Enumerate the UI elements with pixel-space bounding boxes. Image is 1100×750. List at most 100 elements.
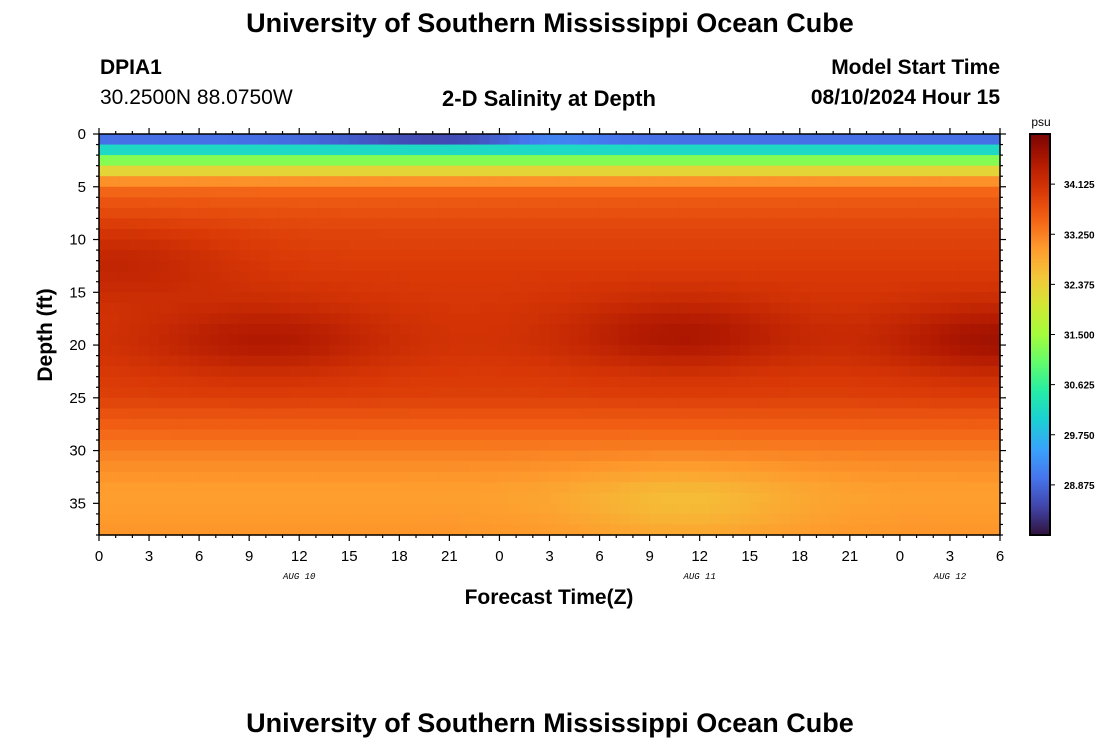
heatmap-cell	[509, 134, 521, 146]
heatmap-cell	[179, 313, 190, 325]
heatmap-cell	[149, 482, 160, 494]
heatmap-cell	[869, 482, 881, 494]
heatmap-cell	[379, 450, 390, 462]
heatmap-cell	[209, 292, 220, 304]
heatmap-cell	[779, 197, 791, 209]
heatmap-cell	[719, 313, 731, 325]
heatmap-cell	[809, 134, 821, 146]
heatmap-cell	[889, 292, 901, 304]
heatmap-cell	[539, 429, 551, 441]
heatmap-cell	[709, 376, 721, 388]
heatmap-cell	[869, 429, 881, 441]
heatmap-cell	[539, 197, 551, 209]
heatmap-cell	[359, 513, 370, 526]
heatmap-cell	[989, 450, 1001, 462]
heatmap-cell	[269, 524, 280, 536]
heatmap-cell	[329, 355, 340, 367]
heatmap-cell	[789, 355, 801, 367]
heatmap-cell	[679, 366, 691, 378]
heatmap-cell	[679, 323, 691, 336]
heatmap-cell	[869, 260, 881, 272]
heatmap-cell	[579, 397, 591, 409]
heatmap-cell	[579, 239, 591, 251]
heatmap-cell	[869, 513, 881, 526]
heatmap-cell	[339, 176, 350, 188]
heatmap-cell	[919, 408, 931, 420]
heatmap-cell	[279, 397, 290, 409]
heatmap-cell	[319, 239, 330, 251]
heatmap-cell	[279, 524, 290, 536]
heatmap-cell	[179, 345, 190, 357]
heatmap-cell	[449, 144, 460, 156]
heatmap-cell	[279, 450, 290, 462]
heatmap-cell	[199, 397, 210, 409]
heatmap-cell	[769, 197, 781, 209]
heatmap-cell	[749, 186, 761, 198]
heatmap-cell	[329, 218, 340, 230]
heatmap-cell	[159, 250, 170, 262]
heatmap-cell	[979, 376, 991, 388]
heatmap-cell	[469, 408, 481, 420]
heatmap-cell	[889, 228, 901, 241]
heatmap-cell	[909, 482, 921, 494]
heatmap-cell	[849, 197, 861, 209]
heatmap-cell	[909, 461, 921, 473]
heatmap-cell	[639, 355, 651, 367]
heatmap-cell	[249, 260, 260, 272]
heatmap-cell	[119, 260, 130, 272]
heatmap-cell	[899, 134, 911, 146]
heatmap-cell	[949, 366, 961, 378]
heatmap-cell	[399, 302, 410, 314]
date-label: AUG 12	[933, 572, 967, 582]
heatmap-cell	[639, 482, 651, 494]
heatmap-cell	[109, 503, 120, 515]
heatmap-cell	[209, 302, 220, 314]
heatmap-cell	[379, 355, 390, 367]
heatmap-cell	[539, 323, 551, 336]
heatmap-cell	[249, 155, 260, 167]
heatmap-cell	[759, 440, 771, 452]
heatmap-cell	[909, 186, 921, 198]
heatmap-cell	[539, 503, 551, 515]
heatmap-cell	[639, 144, 651, 156]
heatmap-cell	[289, 387, 300, 399]
heatmap-cell	[319, 292, 330, 304]
heatmap-cell	[99, 461, 110, 473]
heatmap-cell	[609, 461, 621, 473]
heatmap-cell	[819, 228, 831, 241]
heatmap-cell	[579, 429, 591, 441]
heatmap-cell	[659, 471, 671, 483]
heatmap-cell	[409, 376, 420, 388]
heatmap-cell	[649, 144, 661, 156]
heatmap-cell	[729, 302, 741, 314]
heatmap-cell	[959, 366, 971, 378]
heatmap-cell	[379, 186, 390, 198]
heatmap-cell	[669, 144, 681, 156]
heatmap-cell	[239, 376, 250, 388]
heatmap-cell	[189, 323, 200, 336]
heatmap-cell	[979, 323, 991, 336]
heatmap-cell	[639, 155, 651, 167]
heatmap-cell	[969, 408, 981, 420]
heatmap-cell	[659, 218, 671, 230]
heatmap-cell	[869, 228, 881, 241]
heatmap-cell	[879, 207, 891, 220]
heatmap-cell	[889, 429, 901, 441]
heatmap-cell	[679, 155, 691, 167]
heatmap-cell	[519, 186, 531, 198]
heatmap-cell	[299, 482, 310, 494]
heatmap-cell	[389, 134, 400, 146]
heatmap-cell	[869, 471, 881, 483]
heatmap-cell	[829, 323, 841, 336]
heatmap-cell	[159, 207, 170, 220]
heatmap-cell	[449, 482, 460, 494]
heatmap-cell	[109, 176, 120, 188]
heatmap-cell	[949, 239, 961, 251]
heatmap-cell	[389, 450, 400, 462]
heatmap-cell	[609, 281, 621, 293]
heatmap-cell	[839, 513, 851, 526]
heatmap-cell	[499, 440, 511, 452]
heatmap-cell	[749, 471, 761, 483]
heatmap-cell	[519, 355, 531, 367]
heatmap-cell	[909, 271, 921, 283]
